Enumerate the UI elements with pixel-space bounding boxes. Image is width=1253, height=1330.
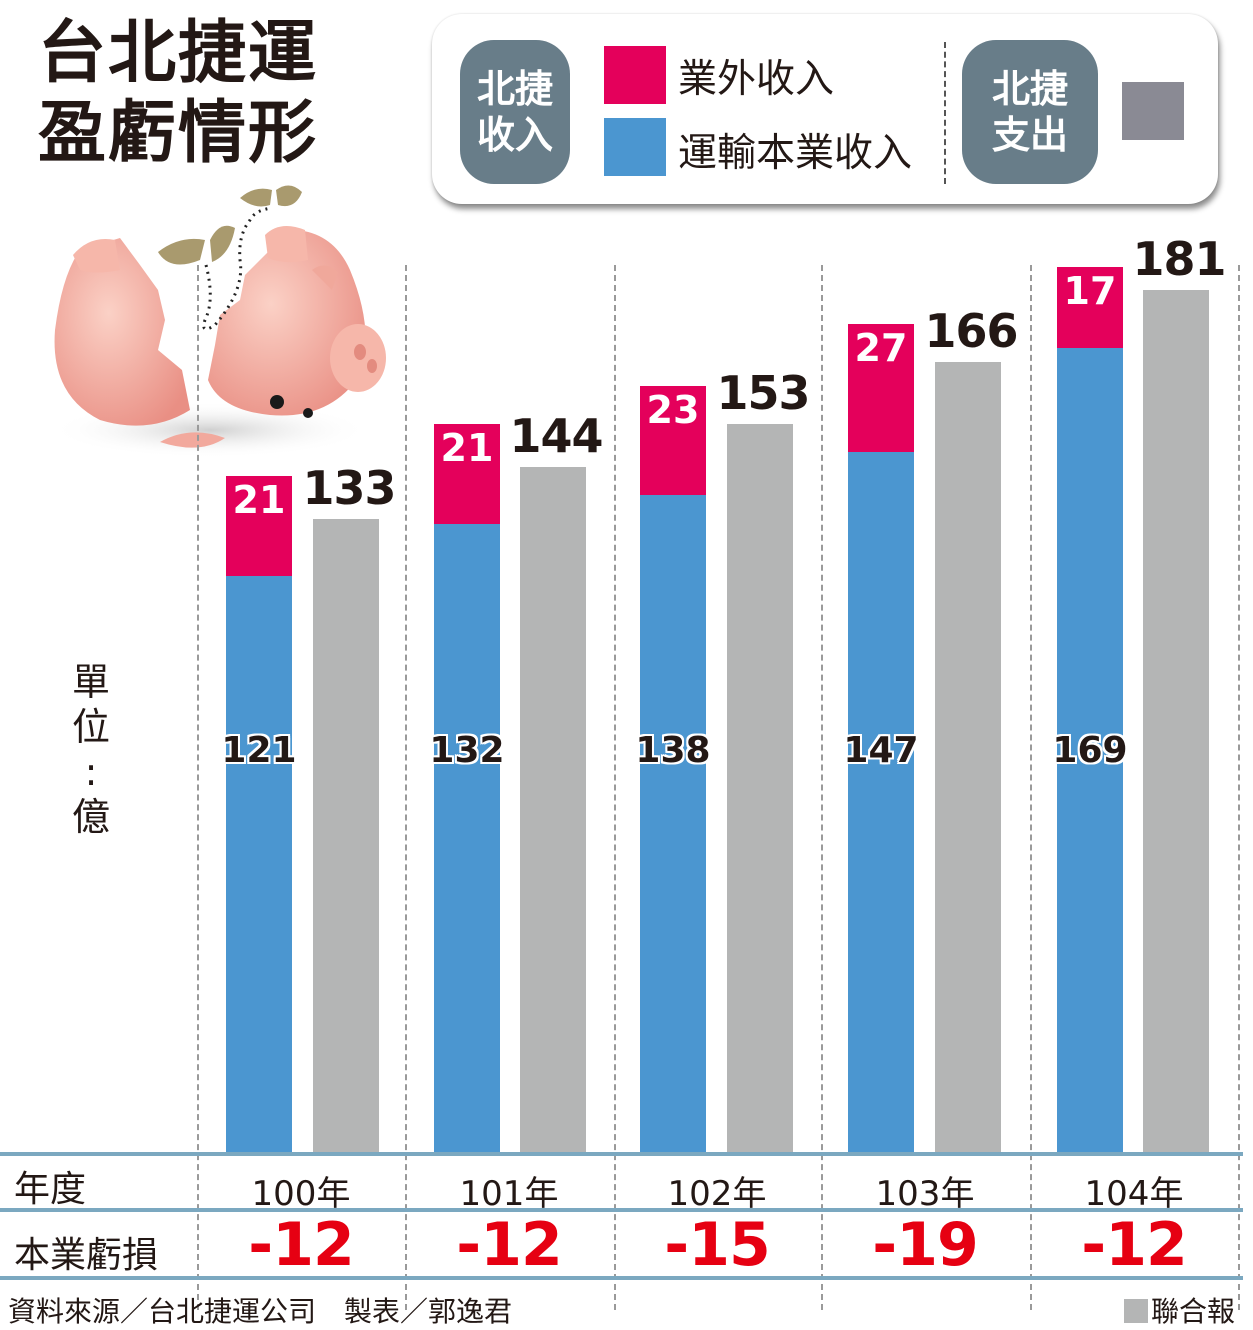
- column-divider: [405, 265, 407, 1310]
- year-label: 104年: [1084, 1174, 1184, 1214]
- legend: 北捷 收入 業外收入 運輸本業收入 北捷 支出: [432, 14, 1218, 204]
- transport-income-bar: [848, 452, 914, 1152]
- non-operating-income-bar: [848, 323, 914, 453]
- bottom-rule: [0, 1276, 1243, 1280]
- non-operating-income-bar: [434, 423, 500, 524]
- transport-income-bar: [434, 523, 500, 1152]
- transport-value-label: 169: [1052, 730, 1128, 771]
- expense-bar: [1143, 290, 1209, 1152]
- income-pill-line-1: 北捷: [476, 67, 553, 111]
- loss-value: -12: [1081, 1210, 1187, 1280]
- expense-bar: [313, 518, 379, 1152]
- column-divider: [1030, 265, 1032, 1310]
- source-credit: 資料來源／台北捷運公司 製表／郭逸君: [8, 1295, 513, 1328]
- transport-value-label: 147: [843, 730, 919, 771]
- income-pill-line-2: 收入: [476, 113, 553, 157]
- legend-divider: [944, 42, 946, 184]
- non-operating-swatch-icon: [604, 46, 666, 104]
- legend-label-transport: 運輸本業收入: [678, 131, 913, 176]
- expense-value-label: 133: [302, 460, 396, 515]
- non-operating-value-label: 21: [232, 478, 286, 523]
- expense-bar: [520, 466, 586, 1152]
- transport-swatch-icon: [604, 118, 666, 176]
- broken-piggy-bank-icon: [50, 185, 386, 458]
- unit-label: 單 位 : 億: [68, 660, 114, 840]
- transport-income-bar: [226, 576, 292, 1152]
- expense-pill: 北捷 支出: [962, 40, 1098, 184]
- expense-value-label: 181: [1132, 232, 1226, 287]
- non-operating-value-label: 27: [854, 325, 908, 370]
- non-operating-income-bar: [1057, 266, 1123, 348]
- title-line-2: 盈虧情形: [38, 94, 319, 173]
- publisher-credit: 聯合報: [1123, 1290, 1235, 1330]
- expense-value-label: 153: [716, 365, 810, 420]
- non-operating-value-label: 23: [646, 387, 700, 432]
- non-operating-value-label: 21: [440, 425, 494, 470]
- transport-value-label: 138: [635, 730, 711, 771]
- year-label: 101年: [459, 1174, 559, 1214]
- year-label: 100年: [251, 1174, 351, 1214]
- transport-value-label: 121: [221, 730, 297, 771]
- loss-header: 本業虧損: [14, 1235, 159, 1276]
- non-operating-income-bar: [226, 476, 292, 577]
- row-divider-rule: [0, 1208, 1243, 1212]
- page-title: 台北捷運 盈虧情形: [38, 14, 318, 174]
- transport-income-bar: [640, 495, 706, 1152]
- unit-char: 億: [71, 795, 110, 839]
- year-header: 年度: [14, 1169, 87, 1210]
- column-divider: [1238, 265, 1240, 1310]
- expense-value-label: 144: [509, 408, 603, 463]
- unit-char: 單: [71, 660, 110, 704]
- year-label: 102年: [667, 1174, 767, 1214]
- non-operating-income-bar: [640, 385, 706, 496]
- column-divider: [197, 265, 199, 1310]
- transport-income-bar: [1057, 347, 1123, 1152]
- loss-value: -12: [248, 1210, 354, 1280]
- unit-char: 位: [71, 705, 110, 749]
- loss-value: -15: [664, 1210, 770, 1280]
- publisher-name: 聯合報: [1150, 1295, 1235, 1328]
- expense-value-label: 166: [924, 303, 1018, 358]
- transport-value-label: 132: [429, 730, 505, 771]
- income-pill: 北捷 收入: [460, 40, 570, 184]
- publisher-square-icon: [1123, 1299, 1148, 1323]
- expense-bar: [935, 361, 1001, 1152]
- expense-pill-line-2: 支出: [991, 113, 1068, 157]
- unit-char: :: [84, 750, 98, 794]
- baseline-rule: [0, 1152, 1243, 1156]
- column-divider: [614, 265, 616, 1310]
- expense-bar: [727, 423, 793, 1152]
- expense-swatch-icon: [1122, 82, 1184, 140]
- expense-pill-line-1: 北捷: [991, 67, 1068, 111]
- non-operating-value-label: 17: [1063, 268, 1117, 313]
- title-line-1: 台北捷運: [38, 14, 319, 93]
- loss-value: -19: [872, 1210, 978, 1280]
- legend-label-non-operating: 業外收入: [678, 57, 835, 102]
- column-divider: [821, 265, 823, 1310]
- year-label: 103年: [875, 1174, 975, 1214]
- loss-value: -12: [456, 1210, 562, 1280]
